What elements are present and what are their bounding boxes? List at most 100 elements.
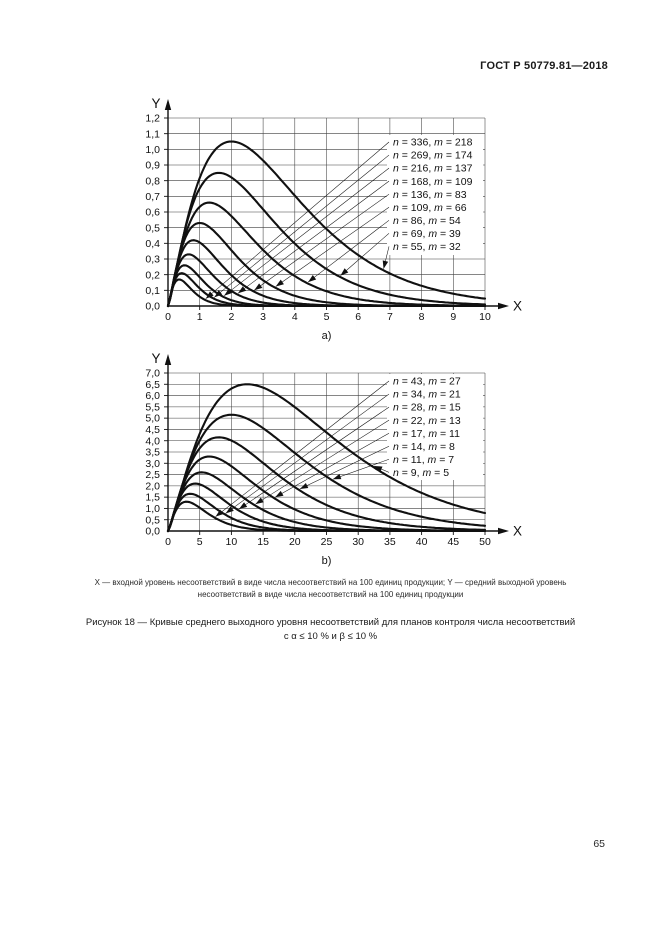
- y-tick-label: 0,8: [145, 175, 160, 187]
- y-tick-label: 3,0: [145, 458, 160, 470]
- axis-ticks: [164, 372, 486, 535]
- x-tick-label: 2: [228, 311, 234, 323]
- chart-b: 0,00,51,01,52,02,53,03,54,04,55,05,56,06…: [145, 351, 522, 567]
- legend-leader-line: [340, 233, 390, 276]
- tick-labels: 0,0 0,1 0,2 0,3 0,4 0,5 0,6 0,7 0,8 0,9 1,0 1,1 1,2 0…: [145, 113, 491, 323]
- y-tick-label: 6,0: [145, 390, 160, 402]
- legend-leader-arrow-icon: [225, 506, 234, 514]
- x-tick-label: 5: [324, 311, 330, 323]
- legend-leader-line: [215, 380, 390, 517]
- y-tick-label: 0,7: [145, 191, 160, 203]
- legend-item-n216: n = 216, m = 137: [393, 163, 473, 175]
- legend-leader-arrow-icon: [238, 286, 247, 294]
- legend-leader-line: [223, 167, 390, 296]
- y-tick-label: 1,0: [145, 144, 160, 156]
- legend-leader-arrow-icon: [374, 466, 383, 472]
- y-tick-label: 7,0: [145, 368, 160, 380]
- x-tick-label: 15: [257, 536, 269, 548]
- tick-labels: 0,00,51,01,52,02,53,03,54,04,55,05,56,06…: [145, 368, 491, 548]
- x-tick-label: 10: [479, 311, 491, 323]
- legend-leader-arrow-icon: [239, 502, 248, 510]
- legend-leader-arrow-icon: [382, 260, 389, 269]
- page-number: 65: [593, 838, 605, 850]
- footnote-line-2: несоответствий в виде числа несоответств…: [197, 590, 464, 599]
- x-tick-label: 9: [450, 311, 456, 323]
- y-tick-label: 0,6: [145, 207, 160, 219]
- figure-caption: Рисунок 18 — Кривые среднего выходного у…: [30, 616, 631, 644]
- legend-leader-line: [307, 220, 390, 283]
- y-tick-label: 2,0: [145, 480, 160, 492]
- y-tick-label: 5,0: [145, 413, 160, 425]
- legend-leader-arrow-icon: [332, 473, 342, 480]
- footnote-line-1: X — входной уровень несоответствий в вид…: [94, 578, 567, 587]
- x-axis-label: X: [513, 524, 522, 539]
- legend-leader-arrow-icon: [205, 291, 214, 299]
- legend-leader-arrow-icon: [254, 283, 263, 291]
- legend-item-n86: n = 86, m = 54: [393, 215, 461, 227]
- y-tick-label: 0,5: [145, 222, 160, 234]
- legend-leader-arrow-icon: [224, 288, 233, 296]
- x-tick-label: 10: [226, 536, 238, 548]
- curve-n86-m54: [166, 201, 487, 308]
- y-tick-label: 1,0: [145, 503, 160, 515]
- panel-label: b): [322, 555, 332, 567]
- legend-leader-arrow-icon: [299, 482, 309, 489]
- x-tick-label: 0: [165, 536, 171, 548]
- legend-item-n28: n = 28, m = 15: [393, 402, 461, 414]
- legend-leader-arrow-icon: [275, 490, 284, 498]
- legend-leader-line: [275, 432, 390, 498]
- y-tick-label: 0,0: [145, 301, 160, 313]
- legend-leader-line: [205, 141, 390, 299]
- x-tick-label: 1: [197, 311, 203, 323]
- legend-background: [387, 374, 483, 480]
- legend-leader-line: [225, 393, 390, 514]
- legend-item-n11: n = 11, m = 7: [393, 454, 454, 466]
- y-axis-arrow-icon: [164, 99, 172, 110]
- x-tick-label: 7: [387, 311, 393, 323]
- legend-leader-line: [238, 406, 390, 510]
- caption-line-2: с α ≤ 10 % и β ≤ 10 %: [283, 631, 378, 642]
- curve-n55-m32: [166, 140, 487, 308]
- x-tick-label: 50: [479, 536, 491, 548]
- y-tick-label: 2,5: [145, 469, 160, 481]
- curve-n11-m7: [166, 413, 487, 533]
- y-tick-label: 0,0: [145, 526, 160, 538]
- x-axis-label: X: [513, 299, 522, 314]
- legend-leader-line: [237, 180, 390, 294]
- x-axis-arrow-icon: [498, 302, 509, 310]
- x-axis-arrow-icon: [498, 527, 509, 535]
- x-tick-label: 6: [355, 311, 361, 323]
- y-tick-label: 0,3: [145, 254, 160, 266]
- x-tick-label: 5: [197, 536, 203, 548]
- axes: [167, 363, 500, 532]
- y-tick-label: 4,0: [145, 435, 160, 447]
- x-tick-label: 40: [416, 536, 428, 548]
- axis-definitions-footnote: X — входной уровень несоответствий в вид…: [30, 577, 631, 601]
- legend-item-n17: n = 17, m = 11: [393, 428, 460, 440]
- y-tick-label: 4,5: [145, 424, 160, 436]
- legend-item-n168: n = 168, m = 109: [393, 176, 473, 188]
- y-tick-label: 3,5: [145, 447, 160, 459]
- legend-item-n43: n = 43, m = 27: [393, 376, 461, 388]
- y-tick-label: 1,2: [145, 113, 160, 125]
- document-header: ГОСТ Р 50779.81—2018: [480, 60, 608, 72]
- legend-leader-arrow-icon: [215, 509, 224, 517]
- y-tick-label: 6,5: [145, 379, 160, 391]
- x-tick-label: 8: [419, 311, 425, 323]
- curve-n9-m5: [166, 383, 487, 533]
- legend-background: [387, 135, 483, 255]
- y-axis-label: Y: [151, 351, 160, 366]
- legend-leader-arrow-icon: [308, 275, 317, 283]
- legend-leader-line: [299, 446, 390, 490]
- x-tick-label: 0: [165, 311, 171, 323]
- curve-n69-m39: [166, 171, 487, 308]
- legend-item-n55: n = 55, m = 32: [393, 241, 461, 253]
- x-tick-label: 30: [352, 536, 364, 548]
- x-tick-label: 35: [384, 536, 396, 548]
- legend-leader-line: [275, 207, 390, 287]
- x-tick-label: 25: [321, 536, 333, 548]
- y-tick-label: 0,4: [145, 238, 160, 250]
- x-tick-label: 4: [292, 311, 298, 323]
